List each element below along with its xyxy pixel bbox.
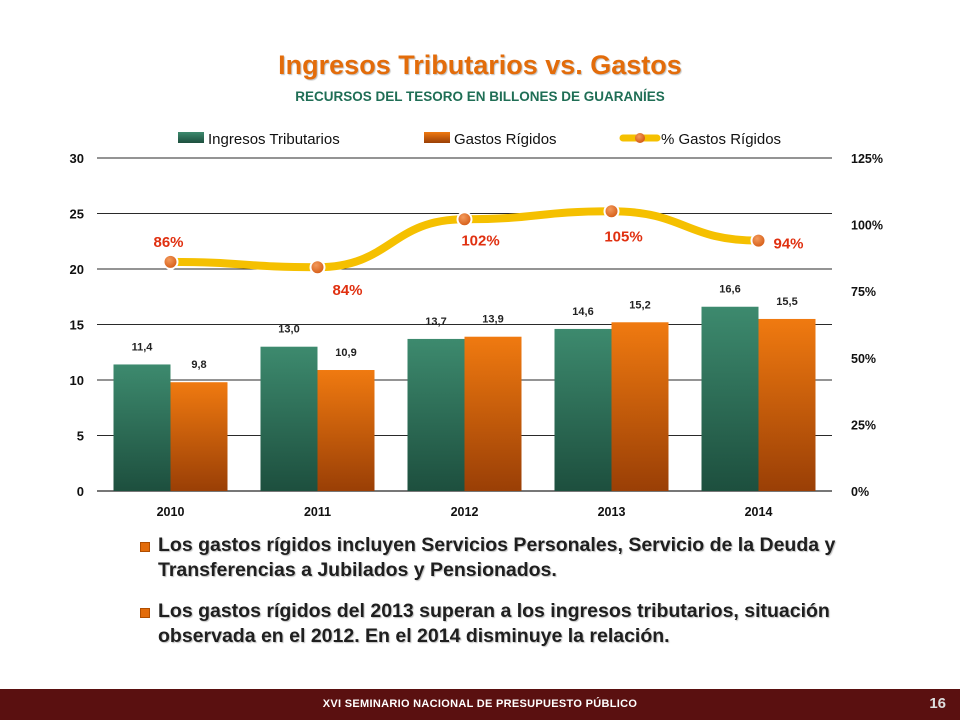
bar-value-label: 11,4 xyxy=(132,341,154,353)
legend-swatch xyxy=(635,133,645,143)
line-point xyxy=(456,211,473,228)
line-value-label: 84% xyxy=(332,282,362,299)
x-tick-label: 2010 xyxy=(157,505,185,519)
line-value-label: 102% xyxy=(461,232,499,249)
y-left-tick-label: 25 xyxy=(70,207,84,222)
x-tick-label: 2012 xyxy=(451,505,479,519)
slide-subtitle: RECURSOS DEL TESORO EN BILLONES DE GUARA… xyxy=(295,89,665,104)
y-right-tick-label: 75% xyxy=(851,285,876,299)
y-left-tick-label: 20 xyxy=(70,262,84,277)
bar xyxy=(317,370,375,491)
bar xyxy=(701,306,759,491)
legend-label: Ingresos Tributarios xyxy=(208,131,340,148)
line-point xyxy=(309,259,326,276)
bar-value-label: 9,8 xyxy=(191,359,206,371)
footer-text: XVI SEMINARIO NACIONAL DE PRESUPUESTO PÚ… xyxy=(322,698,638,710)
bar-value-label: 16,6 xyxy=(719,284,740,296)
line-point xyxy=(162,253,179,270)
bar-value-label: 10,9 xyxy=(335,347,356,359)
bar xyxy=(113,364,171,491)
footer-bar: XVI SEMINARIO NACIONAL DE PRESUPUESTO PÚ… xyxy=(0,689,960,720)
bar xyxy=(464,336,522,491)
legend-label: Gastos Rígidos xyxy=(454,131,557,148)
bar xyxy=(407,338,465,491)
slide-title: Ingresos Tributarios vs. Gastos xyxy=(278,50,682,80)
bar-value-label: 13,0 xyxy=(278,324,299,336)
y-left-tick-label: 10 xyxy=(70,373,84,388)
bar-value-label: 15,2 xyxy=(629,299,650,311)
bullet-item: Los gastos rígidos incluyen Servicios Pe… xyxy=(137,533,857,583)
y-right-tick-label: 25% xyxy=(851,418,876,432)
y-right-tick-label: 50% xyxy=(851,352,876,366)
page-number: 16 xyxy=(929,695,946,712)
line-point xyxy=(750,232,767,249)
bar-value-label: 14,6 xyxy=(572,306,593,318)
line-value-label: 105% xyxy=(604,228,642,245)
legend-swatch xyxy=(424,132,450,143)
bullet-text: Los gastos rígidos del 2013 superan a lo… xyxy=(158,600,830,647)
bar xyxy=(260,346,318,491)
x-tick-label: 2013 xyxy=(598,505,626,519)
legend-swatch xyxy=(178,132,204,143)
y-left-tick-label: 30 xyxy=(70,151,84,166)
line-point xyxy=(603,203,620,220)
square-bullet-icon xyxy=(140,542,150,552)
bar xyxy=(758,318,816,491)
square-bullet-icon xyxy=(140,608,150,618)
bar-value-label: 15,5 xyxy=(776,296,797,308)
line-value-label: 94% xyxy=(773,236,803,253)
y-left-tick-label: 5 xyxy=(77,429,84,444)
bar-value-label: 13,9 xyxy=(482,314,503,326)
y-right-tick-label: 100% xyxy=(851,219,883,233)
bar xyxy=(170,382,228,491)
legend-label: % Gastos Rígidos xyxy=(661,131,781,148)
x-tick-label: 2011 xyxy=(304,505,331,519)
bullet-item: Los gastos rígidos del 2013 superan a lo… xyxy=(137,599,857,649)
y-right-tick-label: 0% xyxy=(851,485,869,499)
combo-chart: 0 5 10 15 20 25 30 0% 25% 50% 75% 100% 125% 11,4 9,8 20… xyxy=(70,131,883,519)
y-left-tick-label: 0 xyxy=(77,484,84,499)
bar-value-label: 13,7 xyxy=(425,316,446,328)
y-right-tick-label: 125% xyxy=(851,152,883,166)
x-tick-label: 2014 xyxy=(745,505,773,519)
bullet-list: Los gastos rígidos incluyen Servicios Pe… xyxy=(137,533,857,665)
line-value-label: 86% xyxy=(153,234,183,251)
bullet-text: Los gastos rígidos incluyen Servicios Pe… xyxy=(158,534,836,581)
bar xyxy=(611,322,669,491)
y-left-tick-label: 15 xyxy=(70,318,84,333)
bar xyxy=(554,328,612,491)
